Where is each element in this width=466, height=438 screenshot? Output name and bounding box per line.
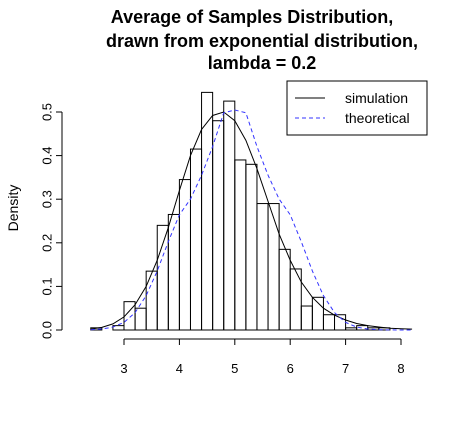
histogram-bar (278, 248, 291, 331)
histogram-bar (256, 203, 269, 331)
histogram-bar (234, 159, 247, 331)
histogram-bar (289, 268, 302, 331)
y-tick-label: 0.0 (39, 321, 54, 339)
series-line-theoretical (90, 109, 413, 331)
histogram-bar (300, 305, 313, 331)
histogram-bar (322, 314, 336, 331)
density-curves (90, 109, 413, 331)
x-tick-label: 6 (287, 361, 294, 376)
histogram-bar (345, 327, 358, 331)
legend-label-simulation: simulation (345, 90, 408, 106)
legend-box (286, 80, 428, 136)
histogram-bar (134, 307, 147, 331)
chart-title-line-1: Average of Samples Distribution, (111, 7, 393, 27)
y-tick-label: 0.1 (39, 277, 54, 295)
histogram-bar (311, 296, 324, 331)
histogram-bar (167, 213, 180, 331)
histogram-bar (145, 270, 158, 331)
chart-title-line-2: drawn from exponential distribution, (106, 31, 418, 51)
x-tick-label: 4 (176, 361, 183, 376)
chart-title-line-3: lambda = 0.2 (208, 53, 317, 73)
y-axis-label: Density (5, 185, 21, 232)
histogram-bar (178, 179, 191, 331)
legend-label-theoretical: theoretical (345, 110, 410, 126)
histogram-bar (212, 120, 225, 331)
x-tick-label: 5 (231, 361, 238, 376)
histogram-bars (90, 91, 391, 331)
y-tick-label: 0.2 (39, 234, 54, 252)
y-tick-label: 0.3 (39, 190, 54, 208)
x-tick-label: 7 (342, 361, 349, 376)
chart-title: Average of Samples Distribution, drawn f… (106, 7, 418, 73)
histogram-bar (189, 148, 203, 331)
histogram-bar (223, 100, 236, 331)
x-tick-label: 3 (120, 361, 127, 376)
x-tick-label: 8 (397, 361, 404, 376)
y-tick-label: 0.4 (39, 147, 54, 165)
histogram-bar (156, 224, 169, 331)
series-line-simulation (90, 111, 413, 330)
y-tick-label: 0.5 (39, 103, 54, 121)
legend: simulation theoretical (286, 80, 428, 136)
histogram-bar (267, 203, 280, 331)
x-axis: 3 4 5 6 7 8 (120, 338, 405, 376)
histogram-bar (245, 163, 258, 331)
y-axis: 0.0 0.1 0.2 0.3 0.4 0.5 (39, 103, 63, 339)
